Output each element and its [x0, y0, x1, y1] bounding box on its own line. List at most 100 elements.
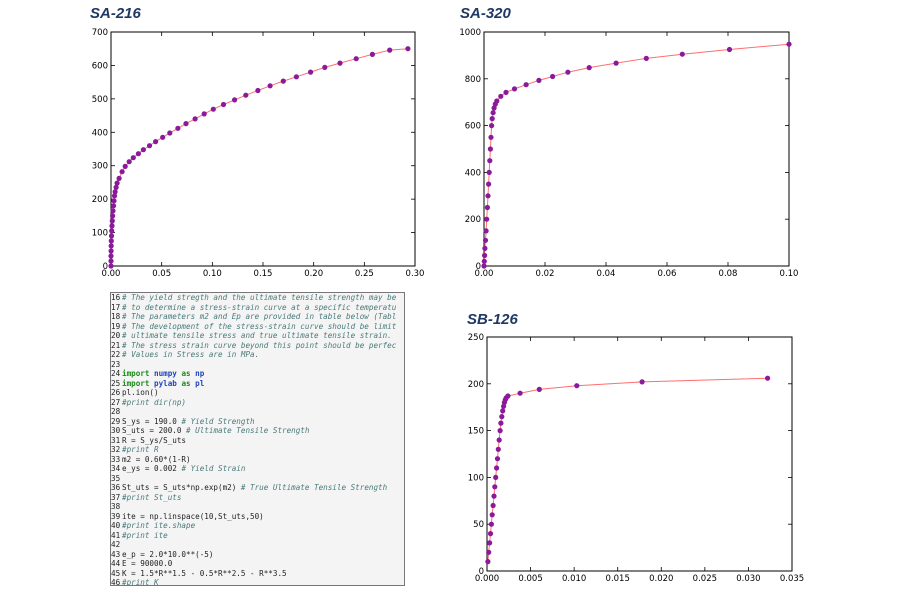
chart-title-sa216: SA-216	[90, 5, 141, 22]
data-point	[232, 97, 238, 103]
data-point	[497, 428, 503, 434]
code-line: 41 #print ite	[111, 531, 404, 541]
code-token: # Values in Stress are in MPa.	[122, 350, 260, 359]
x-tick-label: 0.10	[780, 269, 799, 279]
code-token: # Yield Strength	[181, 416, 255, 426]
data-point	[114, 180, 120, 186]
data-point	[110, 208, 116, 214]
line-number: 28	[111, 407, 121, 416]
code-token: # ultimate tensile stress and true ultim…	[122, 331, 392, 340]
code-token: m2 = 0.60*(1-R)	[122, 454, 191, 464]
code-token: # The parameters m2 and Ep are provided …	[122, 312, 397, 321]
data-point	[280, 78, 286, 84]
code-token: as	[176, 378, 196, 388]
line-number: 30	[111, 426, 121, 435]
y-tick-label: 700	[92, 28, 108, 38]
data-point	[387, 47, 393, 53]
line-number: 44	[111, 559, 121, 568]
y-tick-label: 1000	[459, 28, 481, 38]
data-point	[487, 540, 493, 546]
code-line: 29 S_ys = 190.0 # Yield Strength	[111, 417, 404, 427]
y-tick-label: 200	[92, 195, 108, 205]
data-point	[110, 203, 117, 209]
data-point	[486, 549, 492, 555]
line-number: 16	[111, 293, 121, 302]
data-point	[489, 123, 495, 129]
line-number: 19	[111, 321, 121, 331]
code-token: # The yield stregth and the ultimate ten…	[122, 293, 397, 302]
data-point	[486, 169, 492, 175]
code-editor-panel[interactable]: 16 # The yield stregth and the ultimate t…	[110, 292, 405, 586]
code-line: 27 #print dir(np)	[111, 398, 404, 408]
code-line: 45 K = 1.5*R**1.5 - 0.5*R**2.5 - R**3.5	[111, 569, 404, 579]
line-number: 25	[111, 378, 121, 388]
code-line: 35	[111, 474, 404, 484]
data-point	[220, 101, 227, 108]
data-point	[490, 502, 496, 509]
data-point	[511, 86, 518, 92]
code-token: # Yield Strain	[181, 464, 246, 473]
line-number: 46	[111, 578, 121, 586]
data-point	[679, 51, 685, 57]
data-point	[110, 213, 116, 219]
data-point	[499, 414, 505, 420]
y-tick-label: 0	[479, 567, 484, 577]
line-number: 39	[111, 511, 121, 521]
line-number: 37	[111, 492, 121, 502]
y-tick-label: 50	[473, 520, 484, 530]
x-tick-label: 0.10	[203, 269, 222, 279]
code-line: 40 #print ite.shape	[111, 521, 404, 531]
code-line: 19 # The development of the stress-strain…	[111, 322, 404, 332]
data-point	[109, 228, 115, 234]
line-number: 35	[111, 473, 121, 483]
x-tick-label: 0.020	[649, 574, 673, 584]
code-line: 23	[111, 360, 404, 370]
data-point	[550, 73, 556, 80]
line-number: 40	[111, 521, 121, 530]
data-point	[108, 263, 114, 269]
data-point	[487, 158, 493, 164]
x-tick-label: 0.04	[597, 269, 616, 279]
data-point	[565, 69, 571, 75]
code-token: #print St_uts	[122, 492, 182, 502]
data-point	[494, 98, 500, 104]
y-tick-label: 500	[92, 95, 108, 105]
code-token: as	[176, 369, 196, 378]
x-tick-label: 0.25	[355, 269, 374, 279]
code-token: #print dir(np)	[122, 397, 187, 407]
data-point	[108, 233, 115, 239]
data-point	[498, 93, 504, 99]
code-token: pylab	[154, 378, 177, 388]
y-tick-label: 250	[468, 333, 484, 343]
code-line: 18 # The parameters m2 and Ep are provide…	[111, 312, 404, 322]
data-point	[500, 408, 506, 414]
data-point	[523, 82, 529, 88]
data-point	[369, 51, 375, 58]
line-number: 17	[111, 302, 121, 312]
data-point	[574, 383, 580, 389]
code-token: K = 1.5*R**1.5 - 0.5*R**2.5 - R**3.5	[122, 568, 287, 578]
data-point	[765, 375, 771, 381]
y-tick-label: 200	[465, 215, 481, 225]
code-line: 46 #print K	[111, 578, 404, 586]
x-tick-label: 0.20	[304, 269, 323, 279]
data-point	[267, 83, 273, 89]
data-point	[111, 198, 117, 204]
data-point	[726, 46, 733, 53]
y-tick-label: 600	[92, 61, 108, 71]
data-point	[160, 134, 166, 140]
x-tick-label: 0.15	[254, 269, 273, 279]
line-number: 32	[111, 445, 121, 454]
x-tick-label: 0.30	[406, 269, 425, 279]
code-line: 39 ite = np.linspace(10,St_uts,50)	[111, 512, 404, 522]
data-point	[482, 252, 488, 259]
series-line	[487, 377, 768, 562]
x-tick-label: 0.000	[475, 574, 499, 584]
line-number: 31	[111, 435, 121, 445]
data-point	[491, 493, 497, 499]
data-point	[489, 116, 495, 122]
code-token: ite = np.linspace(10,St_uts,50)	[122, 511, 264, 521]
line-number: 34	[111, 464, 121, 473]
data-point	[122, 163, 128, 169]
